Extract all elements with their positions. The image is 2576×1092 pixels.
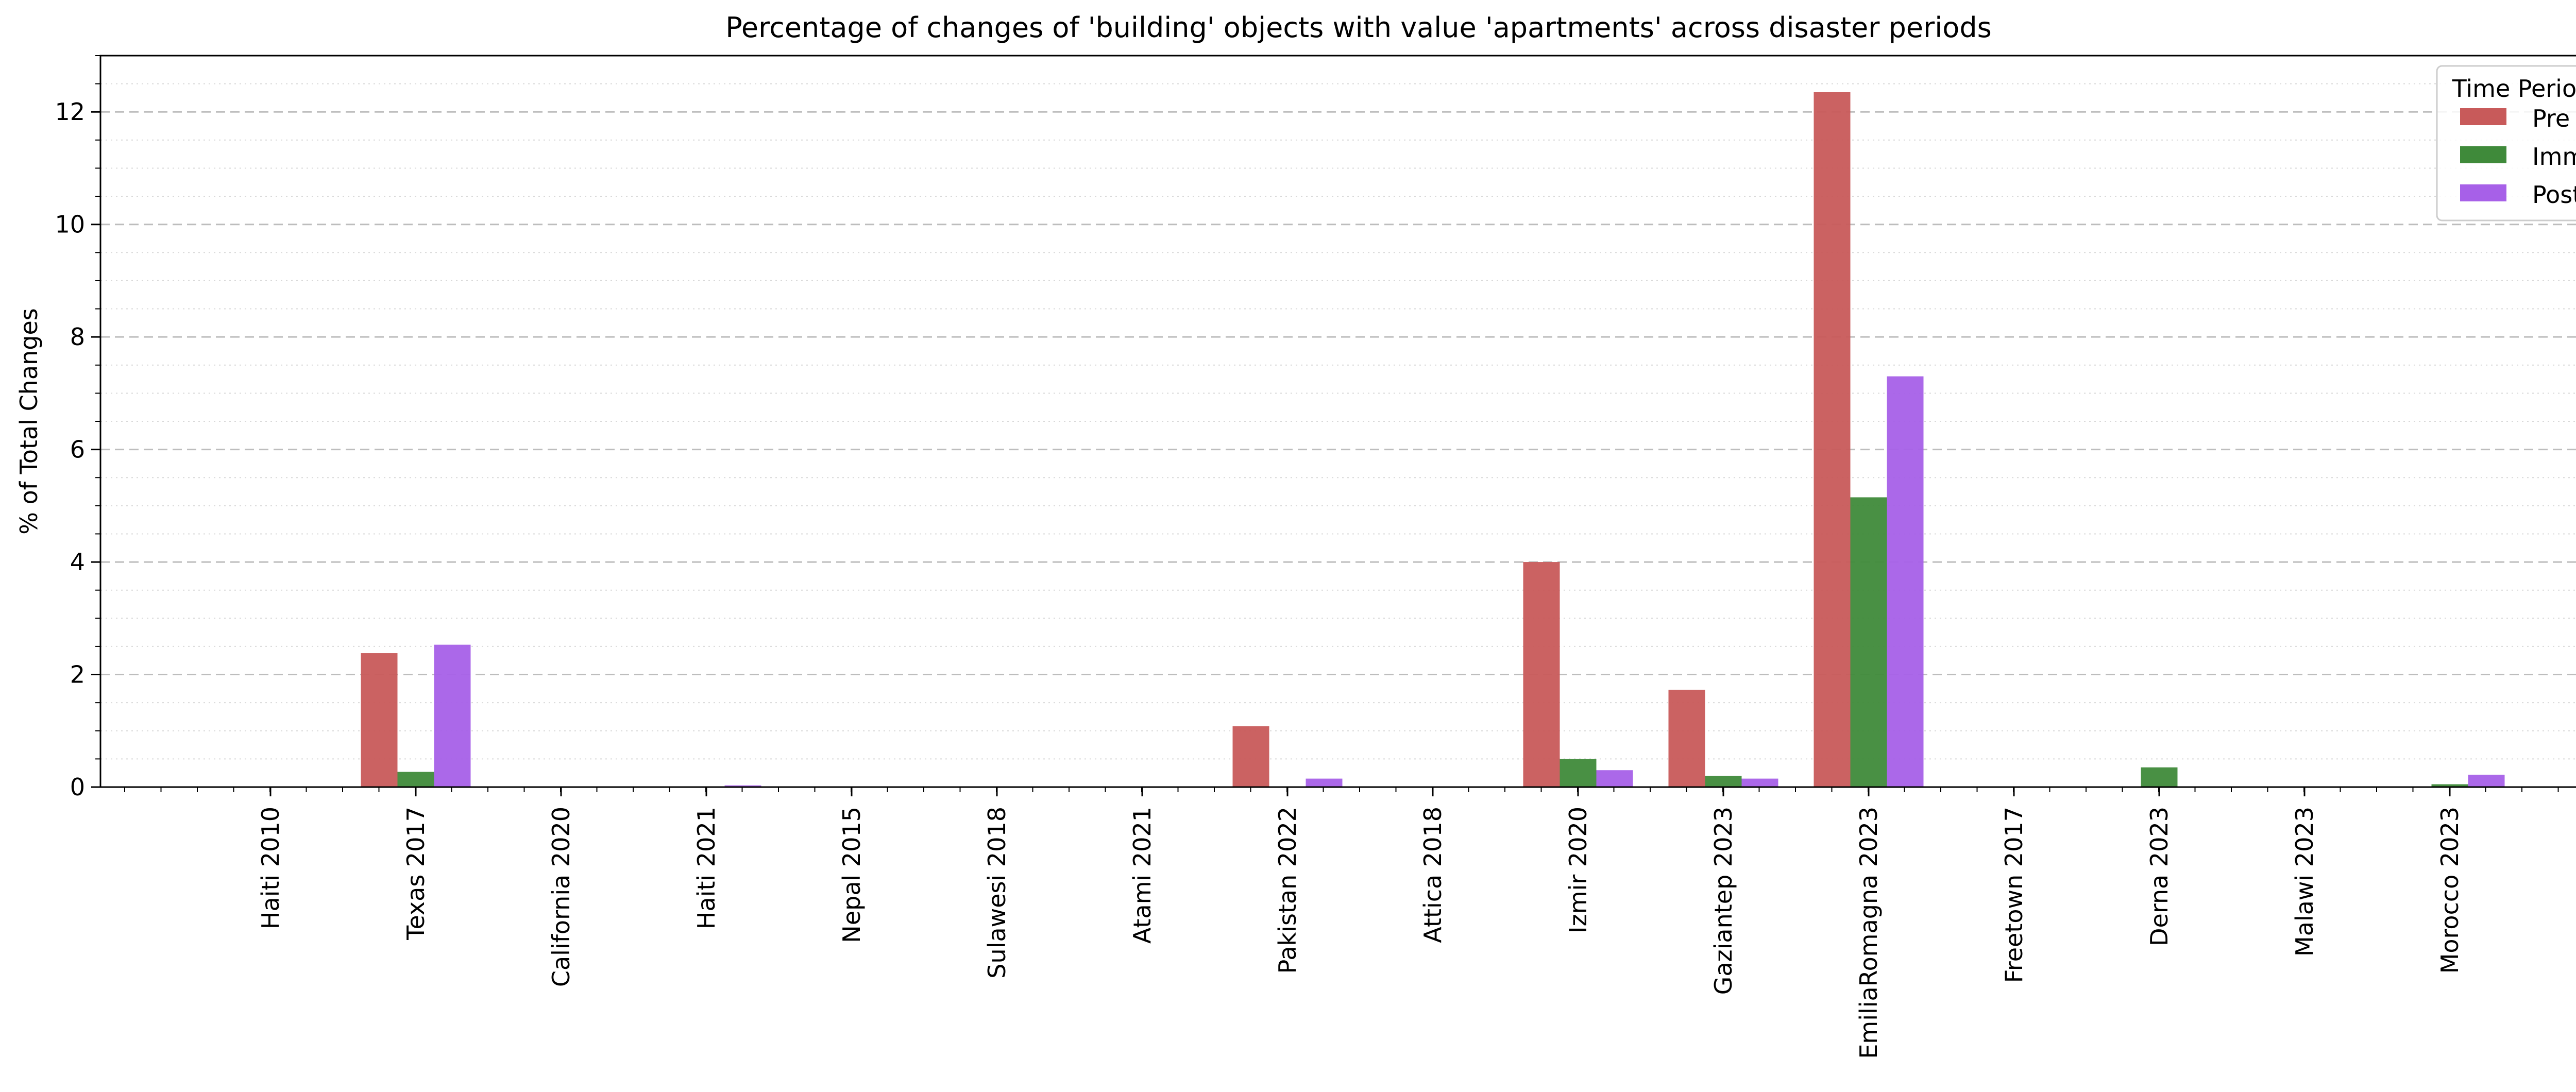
legend-title: Time Period (2452, 75, 2576, 103)
legend-items: Pre Imm Post (2460, 105, 2576, 209)
bar-post-gaziantep-2023 (1741, 778, 1778, 787)
bars-layer (361, 92, 2505, 787)
x-tick-label: Pakistan 2022 (1274, 807, 1301, 974)
legend-box (2436, 65, 2576, 221)
x-tick-label: Sulawesi 2018 (983, 807, 1011, 979)
bar-imm-emiliaromagna-2023 (1850, 497, 1887, 787)
bar-post-izmir-2020 (1596, 770, 1633, 787)
bar-pre-izmir-2020 (1523, 562, 1560, 787)
x-tick-label: Attica 2018 (1419, 807, 1447, 943)
legend-swatch-post (2460, 184, 2506, 201)
x-tick-label: Morocco 2023 (2436, 807, 2464, 974)
bar-post-pakistan-2022 (1306, 778, 1343, 787)
x-tick-label: Nepal 2015 (838, 807, 866, 943)
bar-imm-gaziantep-2023 (1705, 776, 1742, 787)
legend-label-post: Post (2532, 181, 2576, 209)
x-tick-label: Freetown 2017 (2000, 807, 2028, 983)
bar-imm-texas-2017 (397, 772, 434, 787)
y-tick-label: 2 (70, 661, 85, 689)
x-tick-label: EmiliaRomagna 2023 (1855, 807, 1883, 1059)
bar-pre-gaziantep-2023 (1668, 690, 1705, 787)
bar-imm-izmir-2020 (1560, 759, 1597, 787)
bar-post-emiliaromagna-2023 (1887, 376, 1924, 787)
y-tick-label: 12 (55, 98, 85, 126)
y-tick-label: 8 (70, 323, 85, 351)
bar-post-morocco-2023 (2468, 774, 2505, 787)
x-tick-label: Gaziantep 2023 (1709, 807, 1737, 995)
legend: Time Period Pre Imm Post (2436, 65, 2576, 221)
bar-pre-texas-2017 (361, 653, 398, 787)
legend-swatch-imm (2460, 146, 2506, 163)
y-axis-label: % of Total Changes (15, 308, 43, 534)
bar-post-haiti-2021 (724, 785, 761, 787)
legend-label-imm: Imm (2532, 143, 2576, 170)
bar-pre-pakistan-2022 (1232, 726, 1269, 787)
bar-imm-morocco-2023 (2431, 784, 2468, 787)
bar-imm-derna-2023 (2141, 767, 2178, 787)
bar-pre-emiliaromagna-2023 (1814, 92, 1851, 787)
bar-post-texas-2017 (434, 644, 471, 787)
x-tick-label: Atami 2021 (1128, 807, 1156, 944)
x-tick-label: California 2020 (547, 807, 575, 987)
grid-layer (100, 55, 2576, 760)
chart-title: Percentage of changes of 'building' obje… (725, 11, 1992, 44)
y-tick-label: 4 (70, 548, 85, 576)
x-tick-label: Izmir 2020 (1564, 807, 1592, 933)
legend-swatch-pre (2460, 108, 2506, 125)
x-tick-label: Haiti 2010 (257, 807, 284, 929)
y-axis: 0 2 4 6 8 10 12 (55, 55, 100, 801)
x-tick-label: Malawi 2023 (2291, 807, 2318, 957)
y-tick-label: 10 (55, 211, 85, 238)
legend-label-pre: Pre (2532, 105, 2570, 132)
y-tick-label: 6 (70, 436, 85, 464)
x-tick-label: Derna 2023 (2145, 807, 2173, 946)
x-tick-label: Haiti 2021 (692, 807, 720, 929)
y-tick-label: 0 (70, 773, 85, 801)
x-tick-label: Texas 2017 (402, 807, 430, 941)
x-axis: Haiti 2010 Texas 2017 California 2020 Haiti… (124, 787, 2559, 1059)
